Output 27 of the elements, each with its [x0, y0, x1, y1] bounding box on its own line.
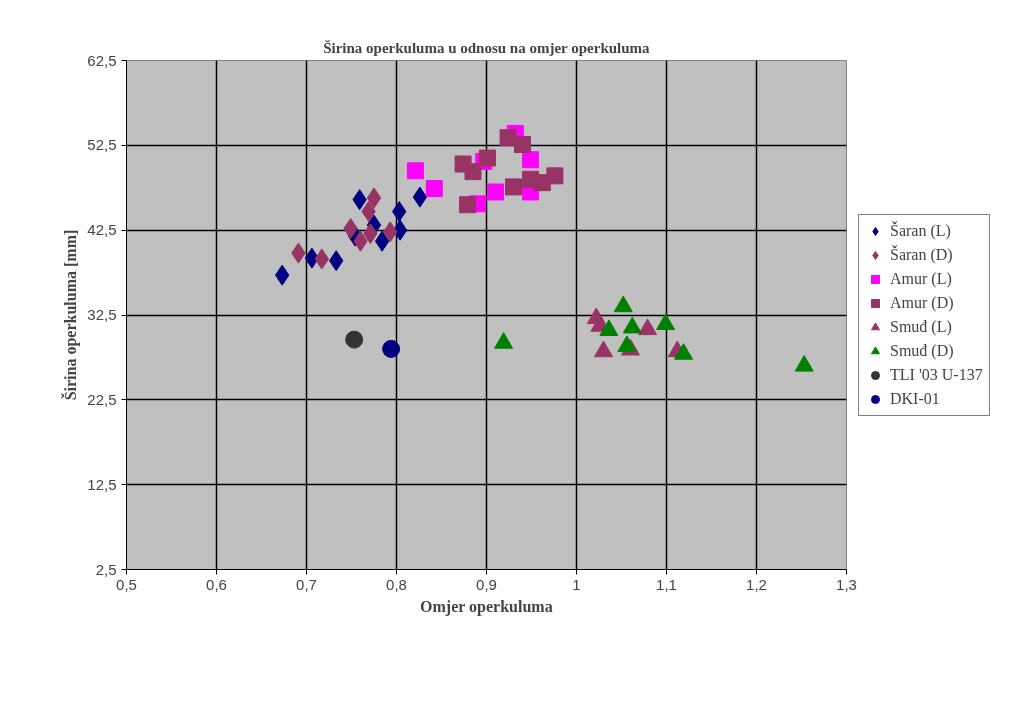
x-tick-label: 1,3	[836, 575, 857, 593]
y-tick-label: 12,5	[87, 475, 117, 493]
legend-label: Smuđ (D)	[890, 341, 954, 360]
x-axis-title: Omjer operkuluma	[420, 597, 553, 616]
legend-label: Šaran (D)	[890, 245, 953, 264]
y-tick-label: 2,5	[95, 560, 117, 578]
legend-label: Smuđ (L)	[890, 317, 952, 336]
x-tick-label: 0,8	[386, 575, 407, 593]
y-tick-label: 42,5	[87, 221, 117, 239]
y-tick-label: 22,5	[87, 390, 117, 408]
y-axis-title: Širina operkuluma [mm]	[61, 229, 81, 401]
legend-label: Šaran (L)	[890, 221, 951, 240]
x-tick-label: 0,7	[296, 575, 317, 593]
legend-label: Amur (D)	[890, 293, 954, 312]
x-tick-label: 0,5	[116, 575, 137, 593]
y-tick-label: 52,5	[87, 136, 117, 154]
y-tick-label: 62,5	[87, 51, 117, 69]
legend-label: Amur (L)	[890, 269, 952, 288]
y-tick-label: 32,5	[87, 306, 117, 323]
chart-title: Širina operkuluma u odnosu na omjer operkuluma	[323, 39, 651, 56]
legend-label: TLI '03 U-137	[890, 365, 983, 384]
x-tick-label: 0,6	[206, 575, 227, 593]
x-tick-label: 1	[572, 575, 581, 593]
x-tick-label: 1,1	[656, 575, 677, 593]
x-tick-label: 0,9	[476, 575, 497, 593]
legend-label: DKI-01	[890, 389, 940, 408]
x-tick-label: 1,2	[746, 575, 767, 593]
